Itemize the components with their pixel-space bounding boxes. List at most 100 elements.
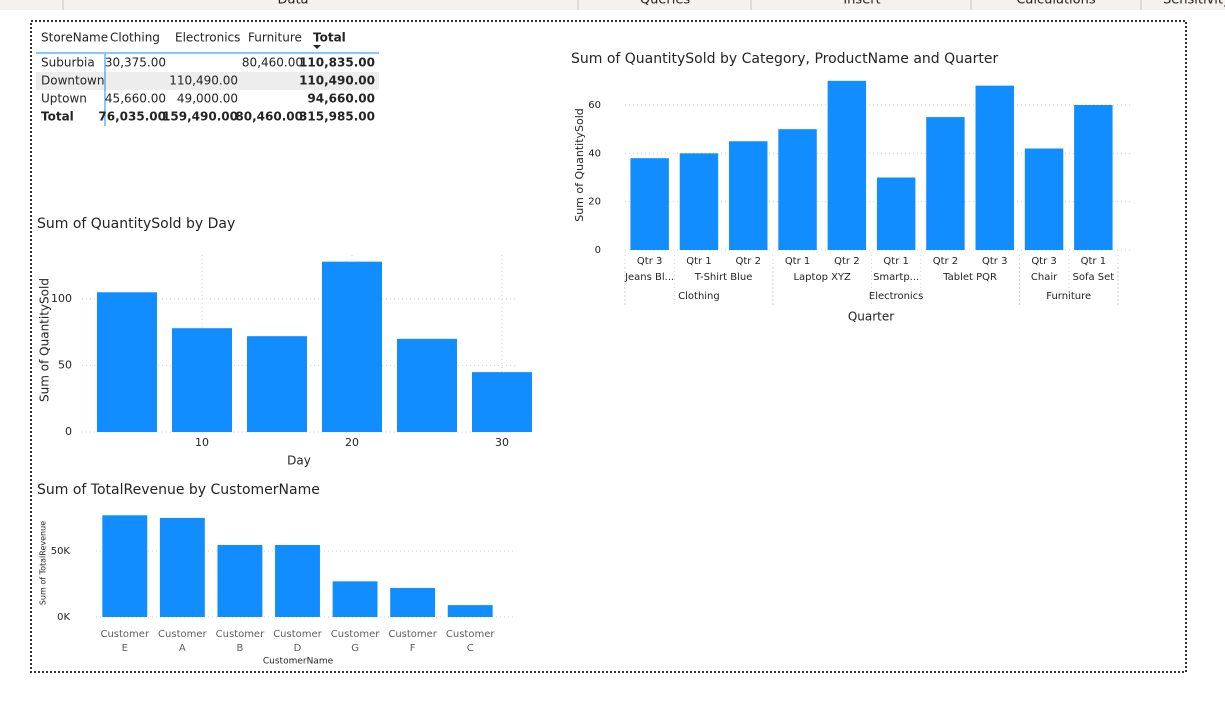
bar (397, 338, 457, 432)
bar (217, 545, 263, 617)
bar (275, 545, 320, 617)
row-header: Downtown (41, 74, 104, 88)
y-tick-label: 0 (65, 425, 72, 438)
bar (102, 515, 148, 617)
bar (876, 177, 916, 250)
x-axis-title: Quarter (848, 310, 894, 324)
x-tick-label: Qtr 2 (736, 256, 761, 267)
x-tick-label: Customer D (273, 629, 322, 654)
group-label: Furniture (1046, 291, 1091, 302)
bar (926, 117, 965, 250)
y-tick-label: 100 (51, 292, 72, 305)
cell: 30,375.00 (105, 56, 166, 70)
y-tick-label: 50 (58, 358, 72, 371)
bar (1024, 148, 1064, 250)
ribbon-tab: Queries (640, 0, 690, 8)
row-header: Suburbia (41, 56, 95, 70)
y-tick-label: 60 (588, 100, 601, 111)
bar (778, 129, 817, 250)
bar (247, 336, 307, 432)
product-label: Smartp... (873, 272, 919, 283)
ribbon-tab: Calculations (1016, 0, 1096, 8)
bar (679, 153, 719, 250)
x-tick-label: 20 (345, 436, 359, 449)
bar (975, 85, 1014, 251)
cell: 110,835.00 (299, 56, 375, 70)
group-label: Electronics (869, 291, 924, 302)
row-highlight (36, 72, 379, 90)
x-tick-label: Customer A (158, 629, 207, 654)
x-tick-label: Customer C (445, 629, 495, 654)
bar (97, 292, 157, 432)
x-tick-label: Qtr 3 (1031, 256, 1056, 267)
x-tick-label: Qtr 2 (933, 256, 958, 267)
x-axis-title: CustomerName (263, 657, 334, 667)
column-header: Total (313, 31, 346, 45)
x-tick-label: Qtr 1 (785, 256, 810, 267)
cell: 45,660.00 (105, 92, 166, 106)
cell: 80,460.00 (235, 110, 303, 124)
x-tick-label: Customer F (388, 629, 437, 654)
x-tick-label: 30 (495, 436, 509, 449)
bar (729, 141, 768, 250)
row-header: Total (41, 110, 74, 124)
product-label: Laptop XYZ (793, 272, 851, 283)
column-header: Furniture (248, 31, 302, 45)
x-tick-label: Qtr 1 (883, 256, 908, 267)
bar (472, 372, 532, 432)
product-label: Chair (1031, 272, 1058, 283)
x-tick-label: Customer B (215, 629, 265, 654)
bar (630, 158, 669, 250)
x-tick-label: Qtr 3 (982, 256, 1007, 267)
bar (390, 587, 436, 617)
cell: 49,000.00 (177, 92, 238, 106)
cell: 94,660.00 (307, 92, 375, 106)
visual-border (30, 20, 1187, 673)
ribbon-bar (0, 0, 1225, 10)
cell: 76,035.00 (98, 110, 166, 124)
y-tick-label: 20 (588, 197, 601, 208)
y-tick-label: 0 (595, 245, 601, 256)
chart-title: Sum of TotalRevenue by CustomerName (37, 482, 320, 498)
bar (322, 261, 382, 432)
y-tick-label: 0K (57, 612, 70, 623)
x-tick-label: Qtr 1 (1081, 256, 1106, 267)
cell: 110,490.00 (169, 74, 238, 88)
x-axis-title: Day (287, 454, 311, 468)
bar (1074, 105, 1113, 250)
chart-title: Sum of QuantitySold by Category, Product… (571, 51, 998, 67)
product-label: T-Shirt Blue (694, 272, 753, 283)
x-tick-label: Customer E (100, 629, 150, 654)
column-header: StoreName (41, 31, 108, 45)
x-tick-label: Customer G (330, 629, 380, 654)
ribbon-tab: Sensitivity (1163, 0, 1225, 8)
product-label: Jeans Bl... (624, 272, 674, 283)
cell: 315,985.00 (299, 110, 375, 124)
x-tick-label: Qtr 2 (834, 256, 859, 267)
cell: 110,490.00 (299, 74, 375, 88)
y-axis-title: Sum of QuantitySold (573, 108, 586, 222)
cell: 159,490.00 (162, 110, 238, 124)
group-label: Clothing (678, 291, 720, 302)
y-axis-title: Sum of TotalRevenue (39, 521, 48, 605)
x-tick-label: Qtr 1 (686, 256, 711, 267)
bar (332, 581, 378, 617)
product-label: Sofa Set (1072, 272, 1114, 283)
bar (827, 80, 867, 250)
column-header: Clothing (110, 31, 160, 45)
bar (159, 517, 205, 617)
bar (447, 605, 493, 617)
ribbon-tab: Data (277, 0, 308, 8)
y-axis-title: Sum of QuantitySold (38, 278, 52, 402)
cell: 80,460.00 (242, 56, 303, 70)
chart-title: Sum of QuantitySold by Day (37, 216, 235, 232)
y-tick-label: 40 (588, 148, 601, 159)
ribbon-tab: Insert (843, 0, 880, 8)
x-tick-label: 10 (195, 436, 209, 449)
x-tick-label: Qtr 3 (637, 256, 662, 267)
bar (172, 328, 232, 432)
product-label: Tablet PQR (942, 272, 997, 283)
sort-arrow (313, 45, 321, 49)
